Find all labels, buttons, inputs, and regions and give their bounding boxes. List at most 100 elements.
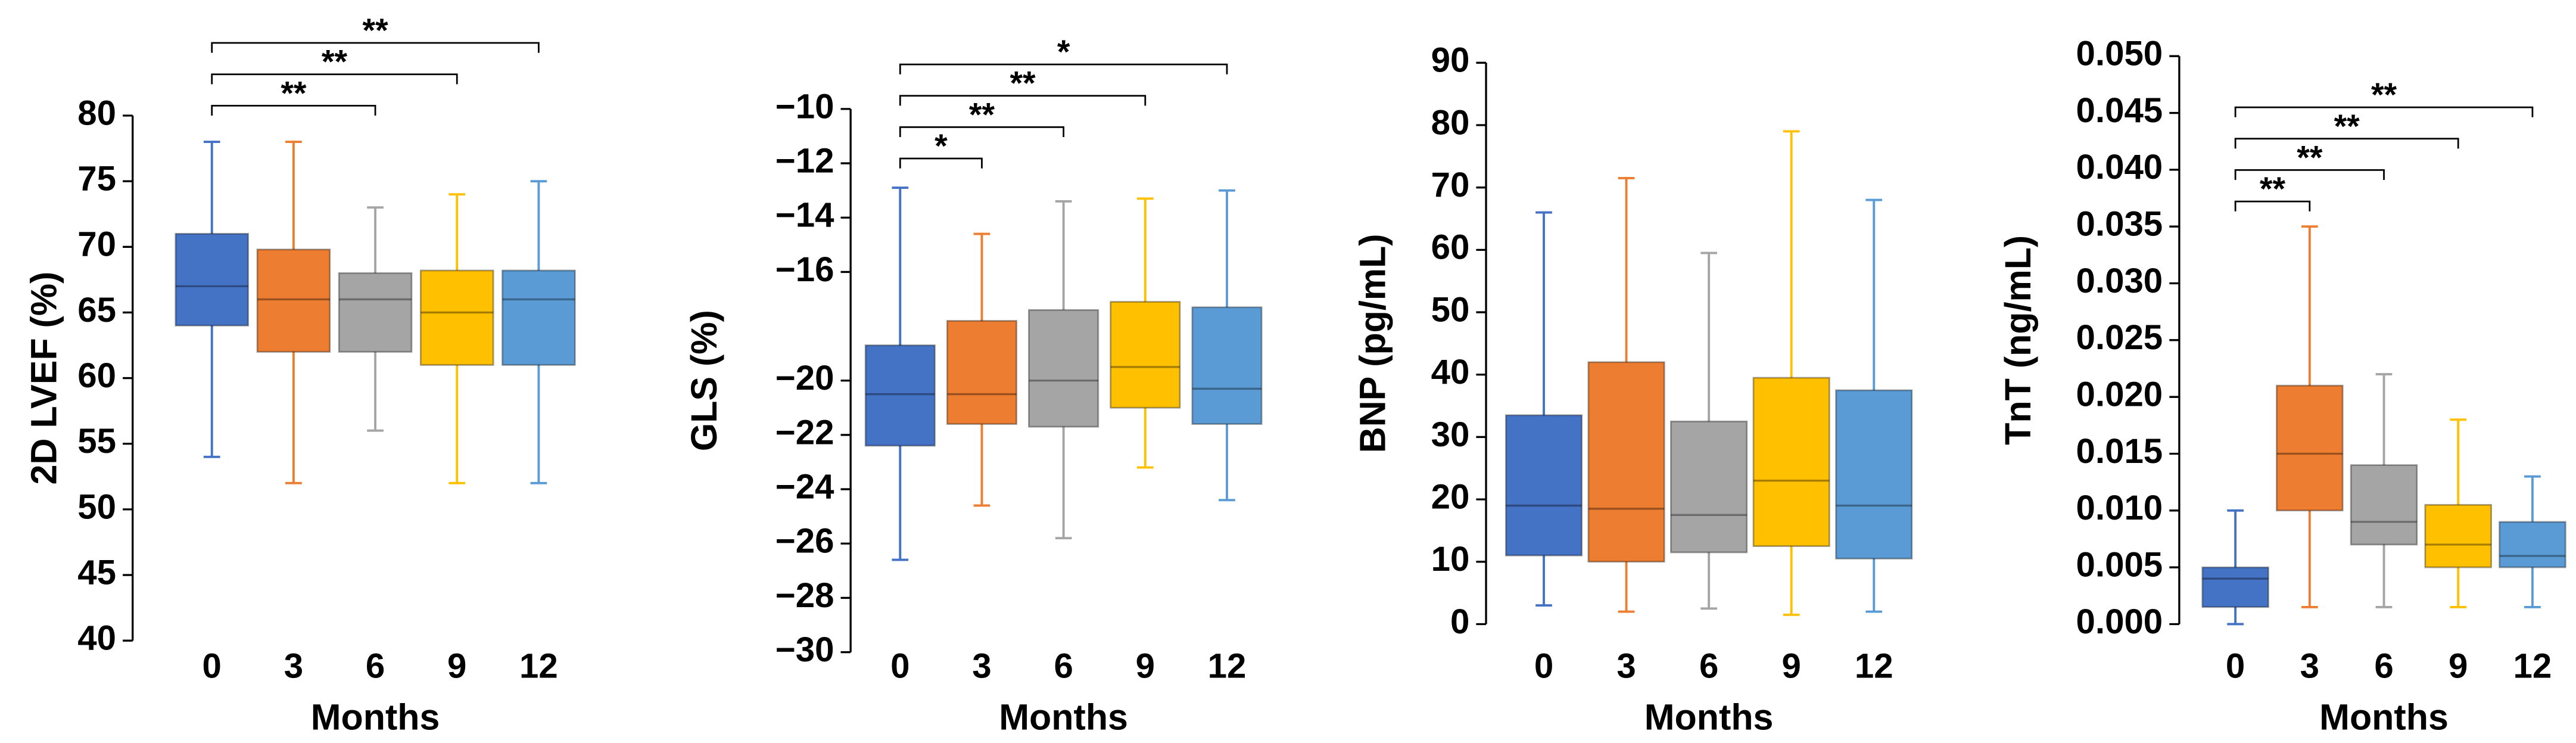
y-tick-label: 60 xyxy=(1431,228,1470,267)
y-tick-label: 65 xyxy=(77,291,116,329)
x-tick-label: 0 xyxy=(1534,647,1553,686)
x-tick-label: 9 xyxy=(1782,647,1801,686)
panel: 0.000 0.005 0.010 0.015 0.020 0.025 0.030 0.035… xyxy=(1998,35,2566,737)
x-tick-label: 9 xyxy=(2449,647,2468,686)
panel: 0 10 20 30 40 50 60 70 80 90 BNP (pg/mL) 0 3 6 9 12 Mont… xyxy=(1352,41,1913,737)
significance-label: ** xyxy=(2297,139,2323,176)
y-tick-label: −16 xyxy=(775,250,834,289)
y-tick-label: −14 xyxy=(775,196,834,235)
significance-label: * xyxy=(1057,33,1070,70)
y-tick-label: −22 xyxy=(775,413,834,452)
significance-bracket xyxy=(211,73,458,85)
y-tick-label: 0.040 xyxy=(2076,148,2163,186)
x-tick-label: 0 xyxy=(2226,647,2245,686)
y-tick-label: 0.005 xyxy=(2076,546,2163,585)
x-tick-label: 12 xyxy=(1855,647,1893,686)
panel: −30 −28 −26 −24 −22 −20 −16 −14 −12 −10 GLS (%) 0 3 6… xyxy=(684,33,1263,737)
significance-bracket xyxy=(2234,106,2534,117)
x-tick-label: 12 xyxy=(1208,647,1247,686)
y-tick-label: 0.020 xyxy=(2076,375,2163,414)
significance-bracket xyxy=(2234,169,2385,181)
significance-label: ** xyxy=(322,43,348,80)
y-tick-label: 55 xyxy=(77,422,116,461)
y-tick-label: 0.030 xyxy=(2076,262,2163,300)
x-tick-label: 3 xyxy=(1616,647,1636,686)
y-tick-label: 60 xyxy=(77,356,116,395)
y-tick-label: 90 xyxy=(1431,41,1470,80)
y-tick-label: −12 xyxy=(775,141,834,180)
y-tick-label: 80 xyxy=(77,94,116,132)
x-axis-label: Months xyxy=(311,697,440,737)
y-tick-label: 50 xyxy=(1431,290,1470,329)
y-tick-label: 0 xyxy=(1450,602,1469,641)
x-tick-label: 12 xyxy=(519,647,558,686)
y-tick-label: 0.045 xyxy=(2076,91,2163,130)
y-tick-label: −30 xyxy=(775,630,834,669)
y-axis-label: GLS (%) xyxy=(684,310,724,451)
box xyxy=(2276,384,2344,512)
significance-bracket xyxy=(899,126,1065,138)
box xyxy=(946,320,1018,425)
x-axis-label: Months xyxy=(999,697,1128,737)
significance-bracket xyxy=(211,104,376,116)
y-tick-label: 70 xyxy=(77,225,116,264)
box xyxy=(1835,389,1913,559)
x-axis-label: Months xyxy=(2319,697,2449,737)
y-tick-label: −28 xyxy=(775,576,834,615)
y-tick-label: 0.000 xyxy=(2076,602,2163,641)
box xyxy=(1028,309,1099,428)
significance-label: ** xyxy=(2334,108,2360,145)
x-tick-label: 3 xyxy=(284,647,303,686)
y-tick-label: 40 xyxy=(1431,353,1470,391)
x-tick-label: 9 xyxy=(447,647,466,686)
y-tick-label: 40 xyxy=(77,619,116,658)
box xyxy=(256,248,331,353)
y-tick-label: 30 xyxy=(1431,415,1470,454)
panel: 40 45 50 55 60 65 70 75 80 2D LVEF (%) 0 3 6 9 12 Month… xyxy=(24,12,576,737)
y-tick-label: −24 xyxy=(775,467,834,506)
y-tick-label: 0.025 xyxy=(2076,318,2163,357)
box xyxy=(502,269,576,366)
y-axis-label: BNP (pg/mL) xyxy=(1352,234,1393,453)
box xyxy=(864,344,936,447)
x-tick-label: 6 xyxy=(2374,647,2393,686)
y-tick-label: 80 xyxy=(1431,103,1470,142)
y-tick-label: 0.050 xyxy=(2076,35,2163,73)
x-tick-label: 6 xyxy=(1054,647,1073,686)
y-tick-label: 45 xyxy=(77,553,116,592)
box xyxy=(175,232,250,327)
x-tick-label: 0 xyxy=(203,647,222,686)
significance-label: * xyxy=(935,128,948,164)
significance-bracket xyxy=(2234,138,2459,149)
x-tick-label: 0 xyxy=(890,647,909,686)
y-tick-label: −10 xyxy=(775,87,834,126)
significance-bracket xyxy=(2234,200,2311,212)
y-tick-label: −20 xyxy=(775,359,834,397)
significance-bracket xyxy=(899,157,983,169)
x-axis-label: Months xyxy=(1644,697,1774,737)
box xyxy=(1670,420,1748,554)
box xyxy=(1191,306,1263,425)
y-tick-label: 70 xyxy=(1431,166,1470,204)
x-tick-label: 12 xyxy=(2513,647,2552,686)
y-tick-label: 10 xyxy=(1431,540,1470,579)
box xyxy=(2201,566,2269,608)
significance-label: ** xyxy=(2260,170,2286,207)
box xyxy=(2424,503,2493,568)
box xyxy=(1110,301,1181,409)
box xyxy=(338,272,413,353)
y-axis-label: TnT (ng/mL) xyxy=(1998,235,2038,445)
significance-label: ** xyxy=(2371,76,2397,113)
box xyxy=(1752,377,1830,548)
x-tick-label: 6 xyxy=(366,647,385,686)
y-tick-label: 50 xyxy=(77,487,116,526)
box xyxy=(419,269,494,366)
x-tick-label: 6 xyxy=(1699,647,1718,686)
x-tick-label: 3 xyxy=(972,647,991,686)
y-tick-label: 0.010 xyxy=(2076,489,2163,527)
x-tick-label: 9 xyxy=(1136,647,1155,686)
box xyxy=(2499,521,2566,568)
y-tick-label: −26 xyxy=(775,522,834,561)
